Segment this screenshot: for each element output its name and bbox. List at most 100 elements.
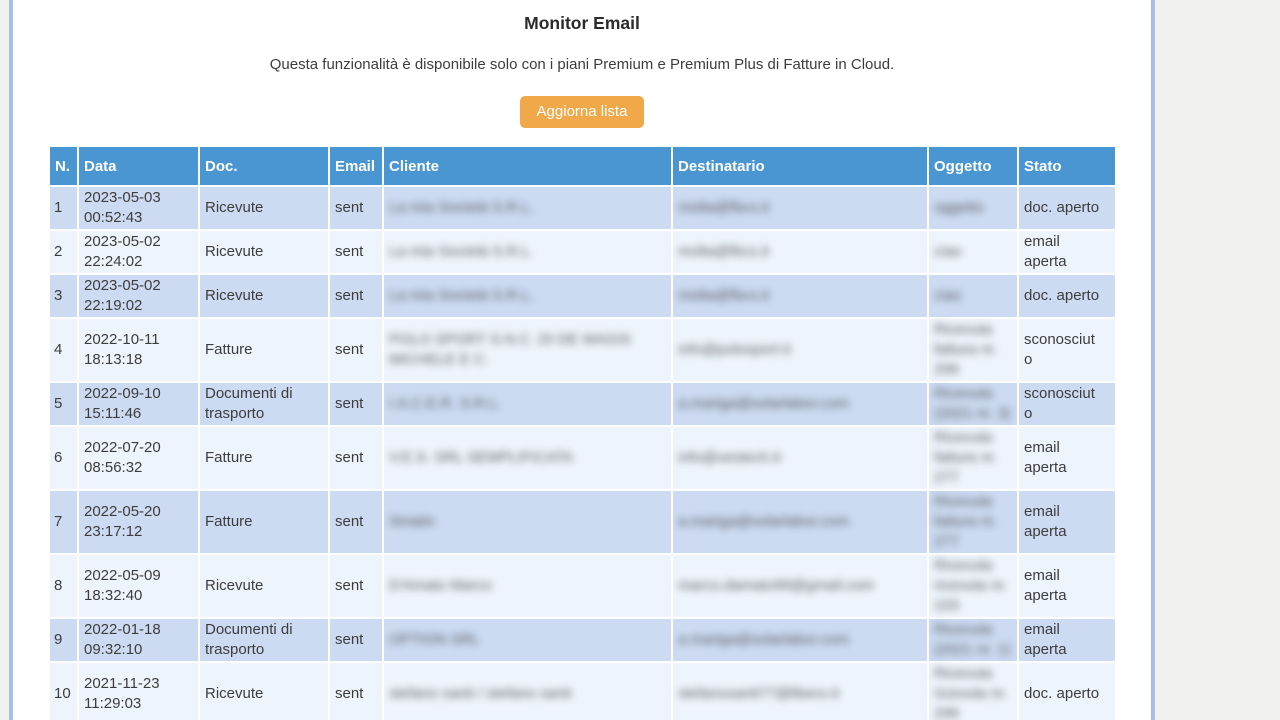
- redacted-text: OPTION SRL: [389, 631, 480, 648]
- table-row: 8 2022-05-09 18:32:40 Ricevute sent D'Amato …: [50, 555, 1115, 617]
- cell-n: 7: [50, 491, 77, 553]
- cell-oggetto: Ricevuta fattura nr. 277: [929, 427, 1017, 489]
- cell-text: doc. aperto: [1024, 685, 1100, 702]
- redacted-text: I.A.C.E.R. S.R.L.: [389, 395, 502, 412]
- cell-data: 2022-01-18 09:32:10: [79, 619, 198, 661]
- cell-stato: email aperta: [1019, 491, 1115, 553]
- redacted-text: Ricevuta (2021 nr. 1): [934, 621, 1011, 658]
- cell-cliente: stefano santi / stefano santi: [384, 663, 671, 720]
- cell-text: email aperta: [1024, 621, 1067, 658]
- redacted-text: stefano santi / stefano santi: [389, 685, 572, 702]
- cell-text: sconosciuto: [1024, 385, 1095, 422]
- cell-text: Fatture: [205, 513, 253, 530]
- cell-text: sent: [335, 513, 364, 530]
- cell-text: 10: [54, 685, 71, 702]
- cell-text: 1: [54, 199, 63, 216]
- column-header-doc: Doc.: [200, 147, 328, 185]
- cell-n: 8: [50, 555, 77, 617]
- cell-email: sent: [330, 319, 382, 381]
- cell-email: sent: [330, 231, 382, 273]
- cell-destinatario: info@vestech.it: [673, 427, 927, 489]
- cell-text: doc. aperto: [1024, 199, 1100, 216]
- cell-stato: sconosciuto: [1019, 319, 1115, 381]
- cell-text: Ricevute: [205, 577, 264, 594]
- cell-n: 6: [50, 427, 77, 489]
- cell-destinatario: molta@fbcs.it: [673, 231, 927, 273]
- cell-text: sent: [335, 685, 364, 702]
- redacted-text: La mia Società S.R.L.: [389, 243, 535, 260]
- cell-oggetto: ciao: [929, 231, 1017, 273]
- cell-stato: email aperta: [1019, 231, 1115, 273]
- redacted-text: info@vestech.it: [678, 449, 781, 466]
- cell-text: 2022-07-20 08:56:32: [84, 439, 161, 476]
- cell-text: sent: [335, 395, 364, 412]
- cell-text: 3: [54, 287, 63, 304]
- cell-text: email aperta: [1024, 503, 1067, 540]
- cell-text: Ricevute: [205, 287, 264, 304]
- cell-text: 2: [54, 243, 63, 260]
- cell-doc: Ricevute: [200, 663, 328, 720]
- cell-text: 2023-05-02 22:24:02: [84, 233, 161, 270]
- cell-n: 3: [50, 275, 77, 317]
- redacted-text: Ricevuta fattura nr. 277: [934, 493, 998, 550]
- cell-doc: Fatture: [200, 491, 328, 553]
- cell-email: sent: [330, 619, 382, 661]
- cell-doc: Fatture: [200, 427, 328, 489]
- cell-doc: Fatture: [200, 319, 328, 381]
- table-header: N. Data Doc. Email Cliente Destinatario Oggett…: [50, 147, 1115, 185]
- redacted-text: ciao: [934, 243, 962, 260]
- cell-stato: doc. aperto: [1019, 275, 1115, 317]
- cell-text: 2022-10-11 18:13:18: [84, 331, 160, 368]
- cell-destinatario: molta@fbcs.it: [673, 275, 927, 317]
- cell-text: email aperta: [1024, 439, 1067, 476]
- cell-cliente: Sinatio: [384, 491, 671, 553]
- cell-email: sent: [330, 383, 382, 425]
- redacted-text: oggetto: [934, 199, 985, 216]
- cell-text: sent: [335, 199, 364, 216]
- cell-text: Ricevute: [205, 243, 264, 260]
- cell-destinatario: a.mariga@solarlabor.com: [673, 491, 927, 553]
- redacted-text: ciao: [934, 287, 962, 304]
- redacted-text: Ricevuta ricevuta nr. 103: [934, 557, 1008, 614]
- cell-cliente: OPTION SRL: [384, 619, 671, 661]
- cell-doc: Ricevute: [200, 231, 328, 273]
- cell-cliente: I.A.C.E.R. S.R.L.: [384, 383, 671, 425]
- column-header-cliente: Cliente: [384, 147, 671, 185]
- cell-email: sent: [330, 275, 382, 317]
- cell-stato: doc. aperto: [1019, 187, 1115, 229]
- cell-n: 5: [50, 383, 77, 425]
- cell-cliente: La mia Società S.R.L.: [384, 187, 671, 229]
- cell-text: doc. aperto: [1024, 287, 1100, 304]
- cell-oggetto: Ricevuta fattura nr. 277: [929, 491, 1017, 553]
- cell-oggetto: oggetto: [929, 187, 1017, 229]
- cell-data: 2022-07-20 08:56:32: [79, 427, 198, 489]
- cell-text: sent: [335, 631, 364, 648]
- column-header-destinatario: Destinatario: [673, 147, 927, 185]
- cell-text: Fatture: [205, 449, 253, 466]
- cell-text: Ricevute: [205, 199, 264, 216]
- table-row: 5 2022-09-10 15:11:46 Documenti di traspor…: [50, 383, 1115, 425]
- cell-stato: email aperta: [1019, 555, 1115, 617]
- cell-doc: Ricevute: [200, 555, 328, 617]
- table-row: 9 2022-01-18 09:32:10 Documenti di traspor…: [50, 619, 1115, 661]
- cell-data: 2022-05-09 18:32:40: [79, 555, 198, 617]
- cell-n: 1: [50, 187, 77, 229]
- cell-text: Documenti di trasporto: [205, 385, 293, 422]
- redacted-text: Sinatio: [389, 513, 435, 530]
- cell-destinatario: a.mariga@solarlabor.com: [673, 619, 927, 661]
- cell-stato: doc. aperto: [1019, 663, 1115, 720]
- cell-oggetto: Ricevuta ricevuta nr. 103: [929, 555, 1017, 617]
- cell-text: 2022-05-09 18:32:40: [84, 567, 161, 604]
- cell-data: 2023-05-03 00:52:43: [79, 187, 198, 229]
- redacted-text: La mia Società S.R.L.: [389, 199, 535, 216]
- refresh-list-button[interactable]: Aggiorna lista: [519, 96, 645, 128]
- cell-email: sent: [330, 663, 382, 720]
- cell-stato: email aperta: [1019, 619, 1115, 661]
- column-header-oggetto: Oggetto: [929, 147, 1017, 185]
- cell-oggetto: ciao: [929, 275, 1017, 317]
- cell-text: 2023-05-03 00:52:43: [84, 189, 161, 226]
- table-row: 1 2023-05-03 00:52:43 Ricevute sent La mia S…: [50, 187, 1115, 229]
- cell-text: 6: [54, 449, 63, 466]
- cell-text: Fatture: [205, 341, 253, 358]
- cell-n: 10: [50, 663, 77, 720]
